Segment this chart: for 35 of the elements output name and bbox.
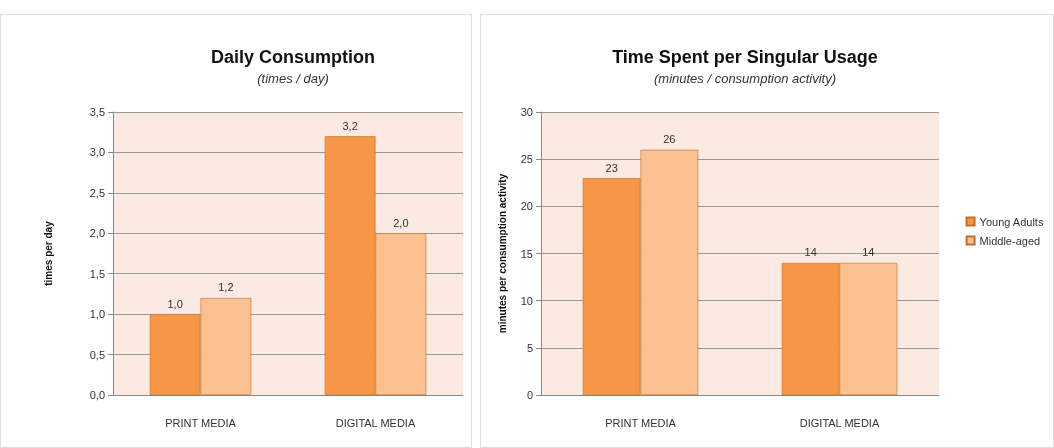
legend-label: Middle-aged xyxy=(979,234,1041,247)
y-axis-title: times per day xyxy=(42,220,54,286)
y-tick-label: 15 xyxy=(520,247,533,260)
chart-subtitle: (times / day) xyxy=(257,71,329,86)
y-tick-label: 25 xyxy=(520,153,533,166)
data-label: 1,0 xyxy=(167,297,183,310)
x-tick-label: DIGITAL MEDIA xyxy=(799,416,880,429)
data-label: 3,2 xyxy=(342,119,358,132)
y-tick-label: 3,5 xyxy=(89,106,105,118)
x-tick-label: DIGITAL MEDIA xyxy=(335,416,416,429)
y-tick-label: 1,5 xyxy=(89,267,105,280)
legend-label: Young Adults xyxy=(979,215,1044,228)
y-tick-label: 20 xyxy=(520,200,533,213)
y-axis-title: minutes per consumption activity xyxy=(496,173,508,334)
x-tick-label: PRINT MEDIA xyxy=(165,416,237,429)
chart-title: Time Spent per Singular Usage xyxy=(612,47,878,67)
y-tick-label: 3,0 xyxy=(89,146,105,159)
data-label: 1,2 xyxy=(218,281,234,294)
y-tick-label: 30 xyxy=(520,106,533,118)
y-tick-label: 2,5 xyxy=(89,186,105,199)
data-label: 26 xyxy=(663,133,676,146)
data-label: 14 xyxy=(862,246,875,259)
y-tick-label: 10 xyxy=(520,294,533,307)
data-label: 23 xyxy=(605,161,618,174)
y-tick-label: 0,0 xyxy=(89,389,105,401)
chart-subtitle: (minutes / consumption activity) xyxy=(653,71,837,86)
y-tick-label: 0 xyxy=(526,389,533,401)
data-label: 14 xyxy=(804,246,817,259)
chart-title: Daily Consumption xyxy=(210,47,376,67)
x-tick-label: PRINT MEDIA xyxy=(605,416,677,429)
y-tick-label: 2,0 xyxy=(89,227,105,240)
y-tick-label: 0,5 xyxy=(89,348,105,361)
y-tick-label: 5 xyxy=(526,341,533,354)
y-tick-label: 1,0 xyxy=(89,308,105,321)
data-label: 2,0 xyxy=(393,216,409,229)
